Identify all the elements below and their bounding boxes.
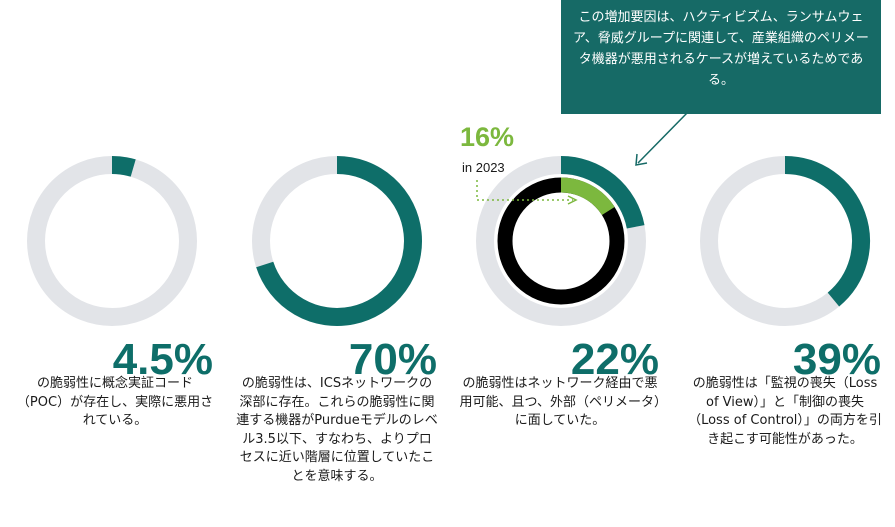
percentage-label-4: 39% (792, 335, 881, 384)
donut-value-arc-1 (111, 156, 136, 177)
percentage-label-1: 4.5% (112, 335, 213, 384)
description-3: の脆弱性はネットワーク経由で悪用可能、且つ、外部（ペリメータ）に面していた。 (459, 376, 661, 428)
description-4: の脆弱性は「監視の喪失（Loss of View）」と「制御の喪失（Loss o… (688, 376, 882, 447)
callout-arrow-line (637, 111, 689, 164)
donut-value-arc-3 (560, 156, 645, 229)
donut-value-arc-2 (256, 156, 422, 326)
description-1: の脆弱性に概念実証コード（POC）が存在し、実際に悪用されている。 (16, 376, 214, 428)
callout-arrow-head (635, 153, 648, 166)
donut-track-1 (27, 156, 197, 326)
highlight-connector (476, 180, 573, 201)
percentage-label-2: 70% (348, 335, 437, 384)
callout-box: この増加要因は、ハクティビズム、ランサムウェア、脅威グループに関連して、産業組織… (561, 0, 881, 114)
highlight-period: in 2023 (462, 160, 505, 175)
description-2: の脆弱性は、ICSネットワークの深部に存在。これらの脆弱性に関連する機器がPur… (236, 376, 438, 484)
percentage-label-3: 22% (570, 335, 659, 384)
highlight-connector-arrow (567, 195, 578, 205)
donut-value-arc-4 (784, 156, 870, 307)
callout-text: この増加要因は、ハクティビズム、ランサムウェア、脅威グループに関連して、産業組織… (573, 10, 869, 88)
highlight-percentage: 16% (460, 122, 515, 152)
highlight-arc (560, 177, 615, 216)
